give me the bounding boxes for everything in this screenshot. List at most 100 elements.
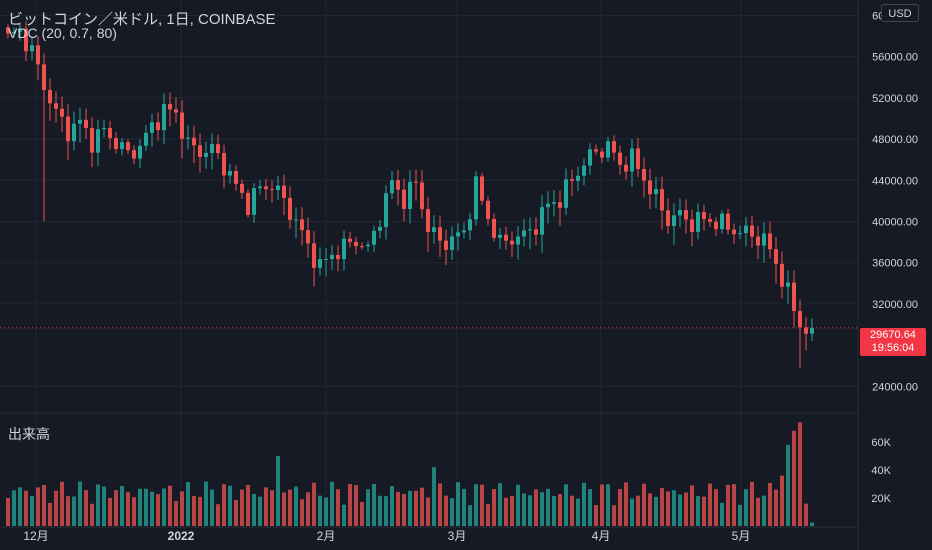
volume-bar bbox=[372, 483, 376, 526]
candle-body bbox=[378, 226, 382, 231]
x-tick-label: 12月 bbox=[23, 529, 48, 543]
volume-bar bbox=[204, 481, 208, 526]
volume-bar bbox=[72, 496, 76, 526]
volume-bar bbox=[414, 490, 418, 526]
candle-body bbox=[426, 209, 430, 232]
candle-body bbox=[714, 221, 718, 230]
volume-bar bbox=[18, 487, 22, 526]
candle-body bbox=[642, 169, 646, 181]
volume-bar bbox=[660, 488, 664, 526]
volume-bar bbox=[510, 495, 514, 526]
candle-body bbox=[726, 213, 730, 230]
volume-bar bbox=[714, 489, 718, 526]
candle-body bbox=[528, 229, 532, 231]
volume-bar bbox=[132, 497, 136, 526]
candle-body bbox=[552, 202, 556, 204]
volume-bar bbox=[252, 493, 256, 526]
candle-body bbox=[324, 259, 328, 261]
volume-bar bbox=[390, 485, 394, 526]
volume-bar bbox=[468, 505, 472, 526]
candle-body bbox=[612, 141, 616, 153]
volume-bar bbox=[288, 489, 292, 526]
candle-body bbox=[390, 180, 394, 194]
y-tick-label: 56000.00 bbox=[872, 52, 918, 64]
volume-bar bbox=[684, 492, 688, 526]
y-tick-label: 48000.00 bbox=[872, 134, 918, 146]
candle-body bbox=[600, 151, 604, 158]
candle-body bbox=[618, 152, 622, 165]
volume-bar bbox=[522, 493, 526, 526]
volume-bar bbox=[606, 484, 610, 526]
candle-body bbox=[702, 212, 706, 220]
candle-body bbox=[462, 230, 466, 233]
volume-bar bbox=[144, 488, 148, 526]
volume-bar bbox=[162, 488, 166, 526]
candle-body bbox=[120, 142, 124, 150]
candle-body bbox=[66, 116, 70, 142]
candle-body bbox=[654, 189, 658, 195]
candle-body bbox=[42, 64, 46, 90]
volume-bar bbox=[720, 502, 724, 526]
candle-body bbox=[222, 153, 226, 176]
volume-bar bbox=[66, 496, 70, 526]
symbol-title[interactable]: ビットコイン／米ドル, 1日, COINBASE bbox=[8, 11, 276, 28]
volume-pane-label[interactable]: 出来高 bbox=[8, 426, 50, 442]
y-tick-label: 32000.00 bbox=[872, 299, 918, 311]
volume-bar bbox=[330, 481, 334, 526]
volume-bar bbox=[600, 484, 604, 526]
candle-body bbox=[348, 238, 352, 242]
candle-body bbox=[564, 179, 568, 208]
candle-body bbox=[306, 230, 310, 244]
volume-bar bbox=[222, 484, 226, 526]
candle-series bbox=[6, 21, 814, 368]
candle-body bbox=[162, 104, 166, 131]
volume-bar bbox=[96, 484, 100, 526]
volume-bar bbox=[90, 503, 94, 526]
volume-bar bbox=[54, 490, 58, 526]
volume-bar bbox=[156, 494, 160, 526]
candle-body bbox=[198, 145, 202, 157]
candle-body bbox=[12, 31, 16, 34]
candle-body bbox=[60, 108, 64, 117]
volume-bar bbox=[108, 497, 112, 526]
candle-body bbox=[246, 192, 250, 215]
candle-body bbox=[354, 241, 358, 247]
candle-body bbox=[756, 236, 760, 246]
candle-body bbox=[630, 148, 634, 172]
candle-body bbox=[300, 219, 304, 231]
volume-bar bbox=[174, 501, 178, 526]
candle-body bbox=[546, 203, 550, 208]
volume-bar bbox=[150, 491, 154, 526]
volume-bar bbox=[294, 486, 298, 526]
volume-bar bbox=[480, 484, 484, 526]
x-tick-label: 4月 bbox=[592, 529, 611, 543]
currency-button[interactable]: USD bbox=[881, 4, 919, 22]
candle-body bbox=[114, 138, 118, 150]
candle-body bbox=[102, 127, 106, 130]
candle-body bbox=[480, 176, 484, 201]
volume-bar bbox=[396, 491, 400, 526]
candle-body bbox=[522, 230, 526, 237]
volume-bar bbox=[768, 482, 772, 526]
candle-body bbox=[450, 236, 454, 250]
candle-body bbox=[678, 210, 682, 216]
volume-bar bbox=[228, 485, 232, 526]
candle-body bbox=[84, 119, 88, 128]
volume-bar bbox=[348, 484, 352, 526]
volume-bar bbox=[744, 489, 748, 526]
volume-bar bbox=[798, 422, 802, 526]
volume-bar bbox=[756, 497, 760, 526]
volume-bar bbox=[582, 482, 586, 526]
candle-body bbox=[312, 243, 316, 268]
candle-body bbox=[150, 122, 154, 133]
candle-body bbox=[282, 185, 286, 198]
indicator-legend[interactable]: VDC (20, 0.7, 80) bbox=[8, 25, 117, 41]
volume-bar bbox=[384, 496, 388, 526]
candle-body bbox=[330, 254, 334, 260]
volume-bar bbox=[408, 490, 412, 526]
candle-body bbox=[660, 189, 664, 211]
volume-bar bbox=[564, 484, 568, 526]
candle-body bbox=[192, 137, 196, 146]
candle-body bbox=[474, 176, 478, 220]
